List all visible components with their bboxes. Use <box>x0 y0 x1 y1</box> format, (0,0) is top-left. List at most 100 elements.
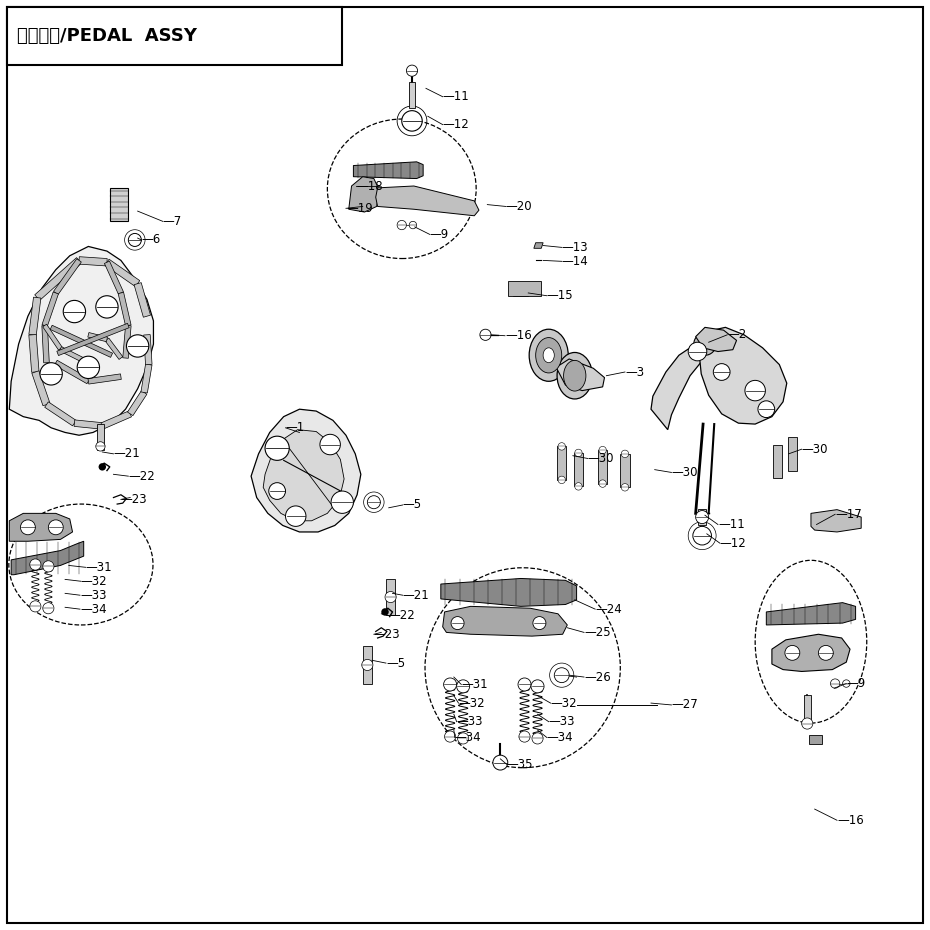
Polygon shape <box>141 364 152 393</box>
Polygon shape <box>557 446 566 480</box>
Polygon shape <box>101 411 131 429</box>
Circle shape <box>575 449 582 457</box>
Polygon shape <box>698 509 706 525</box>
Polygon shape <box>772 634 850 671</box>
Ellipse shape <box>557 352 592 399</box>
Circle shape <box>554 668 569 683</box>
Polygon shape <box>34 258 82 300</box>
Text: —12: —12 <box>443 118 470 131</box>
Text: —23: —23 <box>121 493 148 506</box>
Polygon shape <box>42 292 59 326</box>
Text: —12: —12 <box>720 537 747 550</box>
Polygon shape <box>441 578 577 606</box>
Polygon shape <box>123 326 131 358</box>
Circle shape <box>402 111 422 131</box>
Text: —16: —16 <box>837 814 864 827</box>
Polygon shape <box>97 424 104 450</box>
Circle shape <box>457 680 470 693</box>
Polygon shape <box>118 292 131 326</box>
Circle shape <box>30 601 41 612</box>
Text: —32: —32 <box>458 697 485 710</box>
Circle shape <box>458 733 469 744</box>
Circle shape <box>843 680 850 687</box>
Polygon shape <box>696 327 737 352</box>
Polygon shape <box>620 454 630 487</box>
Bar <box>508 281 541 296</box>
Polygon shape <box>50 326 113 357</box>
Circle shape <box>830 679 840 688</box>
Text: —15: —15 <box>547 289 574 302</box>
Text: —9: —9 <box>846 677 866 690</box>
Polygon shape <box>251 409 361 532</box>
Polygon shape <box>11 541 84 575</box>
Polygon shape <box>376 186 479 216</box>
Circle shape <box>533 617 546 630</box>
Circle shape <box>599 480 606 487</box>
Polygon shape <box>57 324 129 355</box>
Circle shape <box>531 680 544 693</box>
Polygon shape <box>43 325 62 350</box>
Text: —14: —14 <box>562 255 589 268</box>
Text: —5: —5 <box>403 498 422 512</box>
Polygon shape <box>88 374 121 384</box>
Circle shape <box>265 436 289 460</box>
Polygon shape <box>60 347 89 365</box>
Text: —26: —26 <box>584 671 611 684</box>
Circle shape <box>444 678 457 691</box>
Text: —20: —20 <box>506 200 533 213</box>
Circle shape <box>362 659 373 671</box>
Text: —21: —21 <box>113 447 140 460</box>
Circle shape <box>802 718 813 729</box>
Polygon shape <box>104 261 124 294</box>
Polygon shape <box>105 259 140 286</box>
Text: —23: —23 <box>374 628 401 641</box>
Polygon shape <box>349 177 379 212</box>
Text: —17: —17 <box>835 508 862 521</box>
Polygon shape <box>29 298 41 335</box>
Circle shape <box>518 678 531 691</box>
Polygon shape <box>105 339 123 360</box>
Circle shape <box>99 463 106 471</box>
Bar <box>110 188 128 221</box>
Circle shape <box>43 561 54 572</box>
Circle shape <box>30 559 41 570</box>
Circle shape <box>43 603 54 614</box>
Polygon shape <box>9 246 153 435</box>
Polygon shape <box>766 603 856 625</box>
Text: —9: —9 <box>430 228 449 241</box>
Ellipse shape <box>529 329 568 381</box>
Text: —34: —34 <box>80 603 107 616</box>
Circle shape <box>20 520 35 535</box>
Polygon shape <box>804 695 811 723</box>
Circle shape <box>693 526 711 545</box>
Text: —32: —32 <box>551 697 578 710</box>
Circle shape <box>558 443 565 450</box>
Circle shape <box>48 520 63 535</box>
Text: —1: —1 <box>286 421 305 434</box>
Circle shape <box>96 296 118 318</box>
Ellipse shape <box>543 348 554 363</box>
Circle shape <box>818 645 833 660</box>
Circle shape <box>409 221 417 229</box>
Circle shape <box>96 442 105 451</box>
Polygon shape <box>9 513 73 541</box>
Polygon shape <box>363 646 372 684</box>
Polygon shape <box>55 360 89 384</box>
Text: —30: —30 <box>802 443 828 456</box>
Circle shape <box>480 329 491 340</box>
Polygon shape <box>353 162 423 179</box>
Text: —3: —3 <box>625 365 644 379</box>
Text: —2: —2 <box>727 328 747 341</box>
Text: —22: —22 <box>128 470 155 483</box>
Polygon shape <box>79 257 107 266</box>
Circle shape <box>493 755 508 770</box>
Circle shape <box>575 483 582 490</box>
Text: —34: —34 <box>455 731 482 744</box>
Text: —16: —16 <box>505 329 532 342</box>
Circle shape <box>126 335 149 357</box>
Circle shape <box>367 496 380 509</box>
Text: —7: —7 <box>163 215 182 228</box>
Circle shape <box>785 645 800 660</box>
Polygon shape <box>134 283 151 317</box>
Polygon shape <box>773 445 782 478</box>
